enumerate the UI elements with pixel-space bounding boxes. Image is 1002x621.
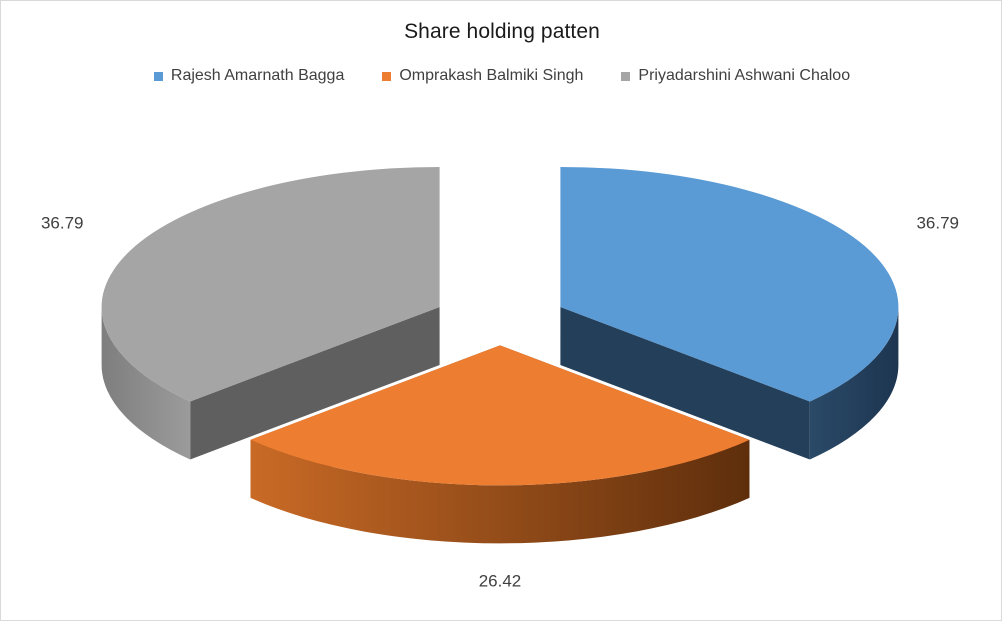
pie-slice-omprakash [250, 345, 750, 544]
legend-swatch-rajesh [153, 71, 163, 81]
pie-slice-top-rajesh [560, 166, 899, 402]
legend-swatch-priyadarshini [621, 71, 631, 81]
pie-slice-rajesh [560, 166, 899, 460]
pie-slice-wall-priyadarshini-0 [190, 306, 440, 460]
pie-slice-side-omprakash-0 [250, 439, 750, 544]
legend-swatch-omprakash [382, 71, 392, 81]
legend-label-omprakash: Omprakash Balmiki Singh [399, 67, 584, 84]
pie-slice-priyadarshini [101, 166, 440, 460]
legend-item-omprakash: Omprakash Balmiki Singh [382, 67, 583, 85]
data-label-omprakash: 26.42 [479, 572, 522, 591]
pie-slice-side-rajesh-0 [809, 306, 899, 460]
pie-slice-side-priyadarshini-0 [101, 306, 191, 460]
legend-label-priyadarshini: Priyadarshini Ashwani Chaloo [638, 67, 851, 84]
legend-item-priyadarshini: Priyadarshini Ashwani Chaloo [621, 67, 850, 85]
legend: Rajesh Amarnath Bagga Omprakash Balmiki … [1, 67, 1002, 85]
chart-title: Share holding patten [404, 20, 600, 43]
legend-item-rajesh: Rajesh Amarnath Bagga [153, 67, 345, 85]
legend-label-rajesh: Rajesh Amarnath Bagga [170, 67, 345, 84]
pie-slice-top-priyadarshini [101, 166, 440, 402]
pie-slice-wall-rajesh-1 [560, 306, 810, 460]
pie-slice-top-omprakash [250, 345, 750, 486]
data-label-priyadarshini: 36.79 [41, 214, 84, 233]
data-label-rajesh: 36.79 [916, 214, 959, 233]
